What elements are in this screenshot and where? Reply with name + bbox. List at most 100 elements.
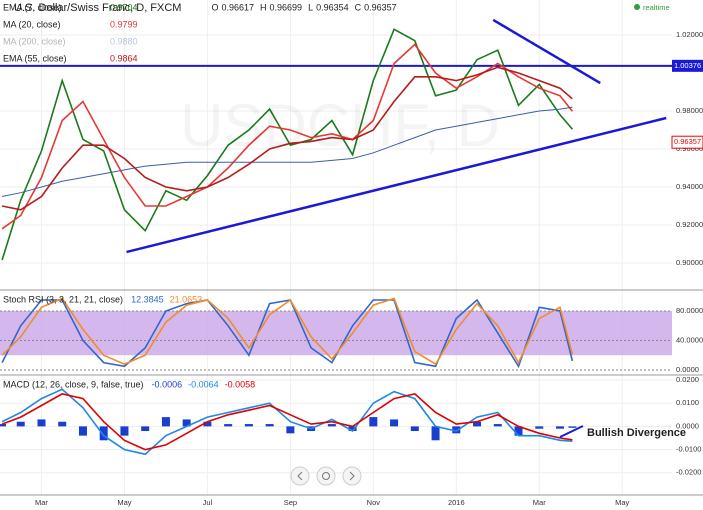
scroll-left-button[interactable] [290, 466, 310, 486]
price-tag [671, 135, 703, 149]
legend-label: MA (20, close) [3, 19, 61, 29]
y-tick-label: 0.0100 [676, 398, 699, 407]
chart-title: U.S. Dollar/Swiss Franc, D, FXCM [14, 2, 181, 14]
histogram-bar [16, 421, 25, 427]
histogram-bar [37, 419, 46, 427]
y-tick-label: -0.0100 [676, 445, 701, 454]
legend-label: MA (200, close) [3, 36, 66, 46]
legend-value: 12.3845 [131, 294, 164, 304]
x-tick-label: Sep [284, 498, 297, 507]
histogram-bar [0, 424, 7, 427]
legend-value: 0.9799 [110, 19, 138, 29]
histogram-bar [410, 426, 419, 432]
plot-area [0, 388, 577, 456]
x-tick-label: May [117, 498, 131, 507]
series-line [1, 28, 574, 261]
histogram-bar [141, 426, 150, 432]
plot-area [1, 28, 574, 261]
y-tick-label: 0.980000 [676, 106, 703, 115]
histogram-bar [431, 426, 440, 441]
histogram-bar [348, 426, 357, 432]
legend-label: EMA (7, close) [3, 2, 62, 12]
watermark: USDCHF, D [180, 92, 500, 159]
y-tick-label: 40.0000 [676, 335, 703, 344]
ohlc-key: H [260, 2, 267, 12]
x-tick-label: Mar [533, 498, 546, 507]
band [0, 311, 672, 356]
x-tick-label: 2016 [448, 498, 465, 507]
icon [297, 471, 303, 481]
icon [322, 472, 330, 480]
histogram-bar [182, 419, 191, 427]
scroll-right-button[interactable] [342, 466, 362, 486]
y-tick-label: -0.0200 [676, 468, 701, 477]
hline-label: 1.00376 [674, 61, 701, 70]
ohlc-value: 0.96617 [221, 2, 254, 12]
histogram-bar [203, 421, 212, 427]
ohlc-value: 0.96354 [316, 2, 349, 12]
histogram-bar [473, 421, 482, 427]
plot-area [1, 297, 574, 369]
ohlc-key: C [355, 2, 362, 12]
price-tag [672, 59, 703, 72]
histogram-bar [58, 421, 67, 427]
histogram-bar [390, 419, 399, 427]
histogram-bar [120, 426, 129, 436]
legend-label: Stoch RSI (3, 3, 21, 21, close) [3, 294, 123, 304]
histogram-bar [535, 426, 544, 429]
y-tick-label: 0.0200 [676, 375, 699, 384]
legend-value: -0.0058 [225, 379, 256, 389]
series-line [1, 393, 573, 451]
histogram-bar [78, 426, 87, 436]
legend-value: -0.0006 [152, 379, 183, 389]
series-line [1, 388, 573, 456]
series-line [1, 297, 574, 366]
annotation-arrow [559, 425, 584, 438]
histogram-bar [244, 424, 253, 427]
histogram-bar [327, 424, 336, 427]
legend-label: EMA (55, close) [3, 53, 67, 63]
histogram-bar [369, 417, 378, 427]
ohlc-key: O [211, 2, 218, 12]
icon [349, 471, 355, 481]
histogram-bar [452, 426, 461, 434]
y-tick-label: 1.02000 [676, 30, 703, 39]
legend-value: 21.0653 [170, 294, 203, 304]
histogram-bar [514, 426, 523, 436]
legend-value: 0.9704 [110, 2, 138, 12]
series-line [1, 66, 573, 211]
nav-buttons[interactable] [290, 466, 362, 486]
x-tick-label: May [615, 498, 629, 507]
series-line [1, 106, 573, 197]
legend-value: 0.9864 [110, 53, 138, 63]
legend-value: 0.9880 [110, 36, 138, 46]
y-tick-label: 0.0000 [676, 365, 699, 374]
legend-value: -0.0064 [188, 379, 219, 389]
y-tick-label: 0.0000 [676, 421, 699, 430]
histogram-bar [556, 426, 564, 429]
status-dot [634, 4, 640, 10]
y-tick-label: 80.0000 [676, 306, 703, 315]
histogram-bar [224, 424, 233, 427]
status: realtime [643, 3, 670, 12]
trendline [492, 18, 601, 85]
x-tick-label: Jul [203, 498, 213, 507]
histogram-bar [99, 426, 108, 441]
annotation: Bullish Divergence [587, 427, 686, 439]
x-tick-label: Nov [367, 498, 381, 507]
histogram-bar [568, 426, 577, 428]
histogram-bar [286, 426, 295, 434]
histogram-bar [161, 417, 170, 427]
histogram-bar [493, 424, 502, 427]
legend-label: MACD (12, 26, close, 9, false, true) [3, 379, 144, 389]
trendline [126, 116, 667, 254]
reset-button[interactable] [316, 466, 336, 486]
ohlc-value: 0.96357 [364, 2, 397, 12]
last-price-label: 0.96357 [674, 137, 701, 146]
